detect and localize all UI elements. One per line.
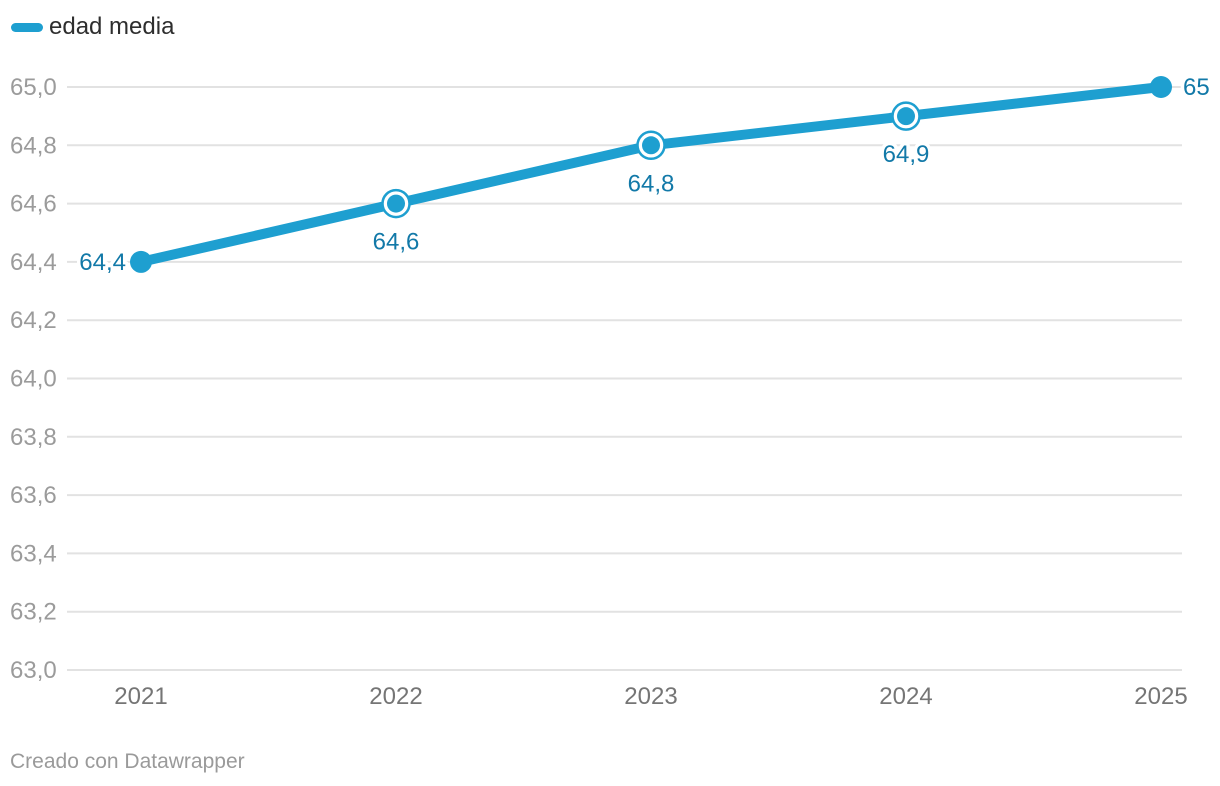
- x-axis-tick-label: 2024: [879, 683, 932, 710]
- datawrapper-credit[interactable]: Creado con Datawrapper: [10, 750, 245, 773]
- y-axis-tick-label: 63,2: [10, 599, 57, 626]
- y-axis-tick-label: 63,4: [10, 540, 57, 567]
- data-point: [1150, 76, 1172, 98]
- y-axis-tick-label: 64,8: [10, 132, 57, 159]
- x-axis-tick-label: 2022: [369, 683, 422, 710]
- y-axis-tick-label: 64,6: [10, 191, 57, 218]
- y-axis-tick-label: 65,0: [10, 74, 57, 101]
- y-axis-tick-label: 64,4: [10, 249, 57, 276]
- data-point: [387, 194, 405, 213]
- x-axis-tick-label: 2025: [1134, 683, 1187, 710]
- legend-label: edad media: [49, 13, 175, 40]
- y-axis-tick-label: 63,6: [10, 482, 57, 509]
- y-axis-tick-label: 64,2: [10, 307, 57, 334]
- data-point-label: 64,6: [373, 229, 420, 256]
- y-axis-tick-label: 64,0: [10, 366, 57, 393]
- data-point: [897, 107, 915, 126]
- legend: edad media: [11, 13, 174, 41]
- x-axis-tick-label: 2021: [114, 683, 167, 710]
- x-axis-tick-label: 2023: [624, 683, 677, 710]
- data-point-label: 64,4: [79, 249, 126, 276]
- data-point-label: 64,8: [628, 170, 675, 197]
- legend-line-swatch: [11, 22, 43, 32]
- y-axis-tick-label: 63,8: [10, 424, 57, 451]
- data-point-label: 65: [1183, 74, 1210, 101]
- data-point: [642, 136, 660, 155]
- data-point: [130, 250, 152, 273]
- y-axis-tick-label: 63,0: [10, 657, 57, 684]
- data-point-label: 64,9: [883, 141, 930, 168]
